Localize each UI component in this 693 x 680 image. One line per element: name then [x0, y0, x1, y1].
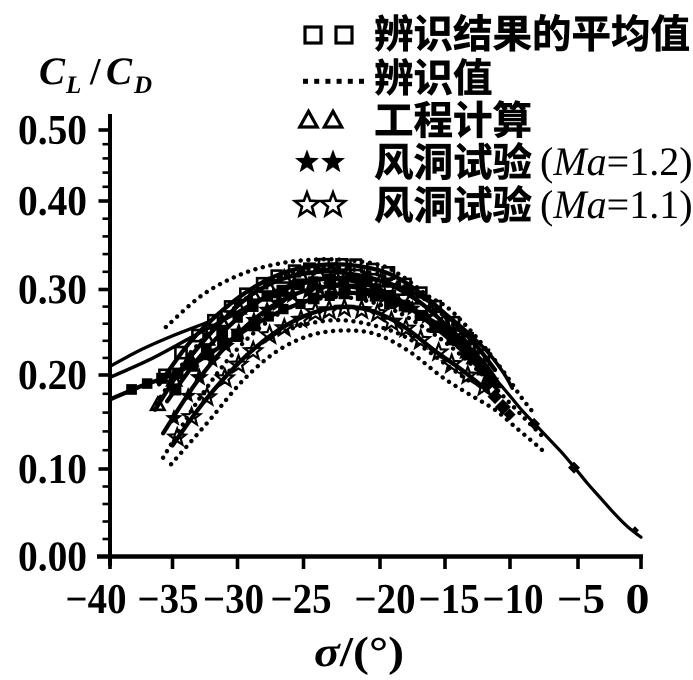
svg-text:−40: −40 — [66, 577, 127, 623]
svg-text:/: / — [89, 51, 101, 93]
svg-text:0.30: 0.30 — [18, 268, 87, 314]
svg-text:σ/(°): σ/(°) — [314, 630, 404, 675]
svg-text:D: D — [133, 72, 152, 99]
svg-text:−30: −30 — [203, 577, 264, 623]
svg-text:L: L — [65, 72, 81, 99]
svg-text:−20: −20 — [355, 577, 416, 623]
svg-text:C: C — [39, 50, 66, 93]
svg-text:−15: −15 — [419, 577, 480, 623]
svg-text:0.10: 0.10 — [18, 447, 87, 493]
svg-text:0.00: 0.00 — [18, 535, 87, 581]
svg-text:0.50: 0.50 — [18, 108, 87, 154]
svg-text:−5: −5 — [557, 577, 605, 623]
svg-text:−25: −25 — [271, 577, 332, 623]
svg-text:0.40: 0.40 — [18, 179, 87, 225]
svg-text:0.20: 0.20 — [18, 353, 87, 399]
svg-text:−10: −10 — [483, 577, 544, 623]
svg-text:C: C — [106, 50, 133, 93]
svg-text:−35: −35 — [138, 577, 199, 623]
svg-text:0: 0 — [626, 577, 650, 623]
svg-text:(Ma=1.2): (Ma=1.2) — [540, 139, 693, 184]
svg-text:(Ma=1.1): (Ma=1.1) — [540, 182, 693, 227]
